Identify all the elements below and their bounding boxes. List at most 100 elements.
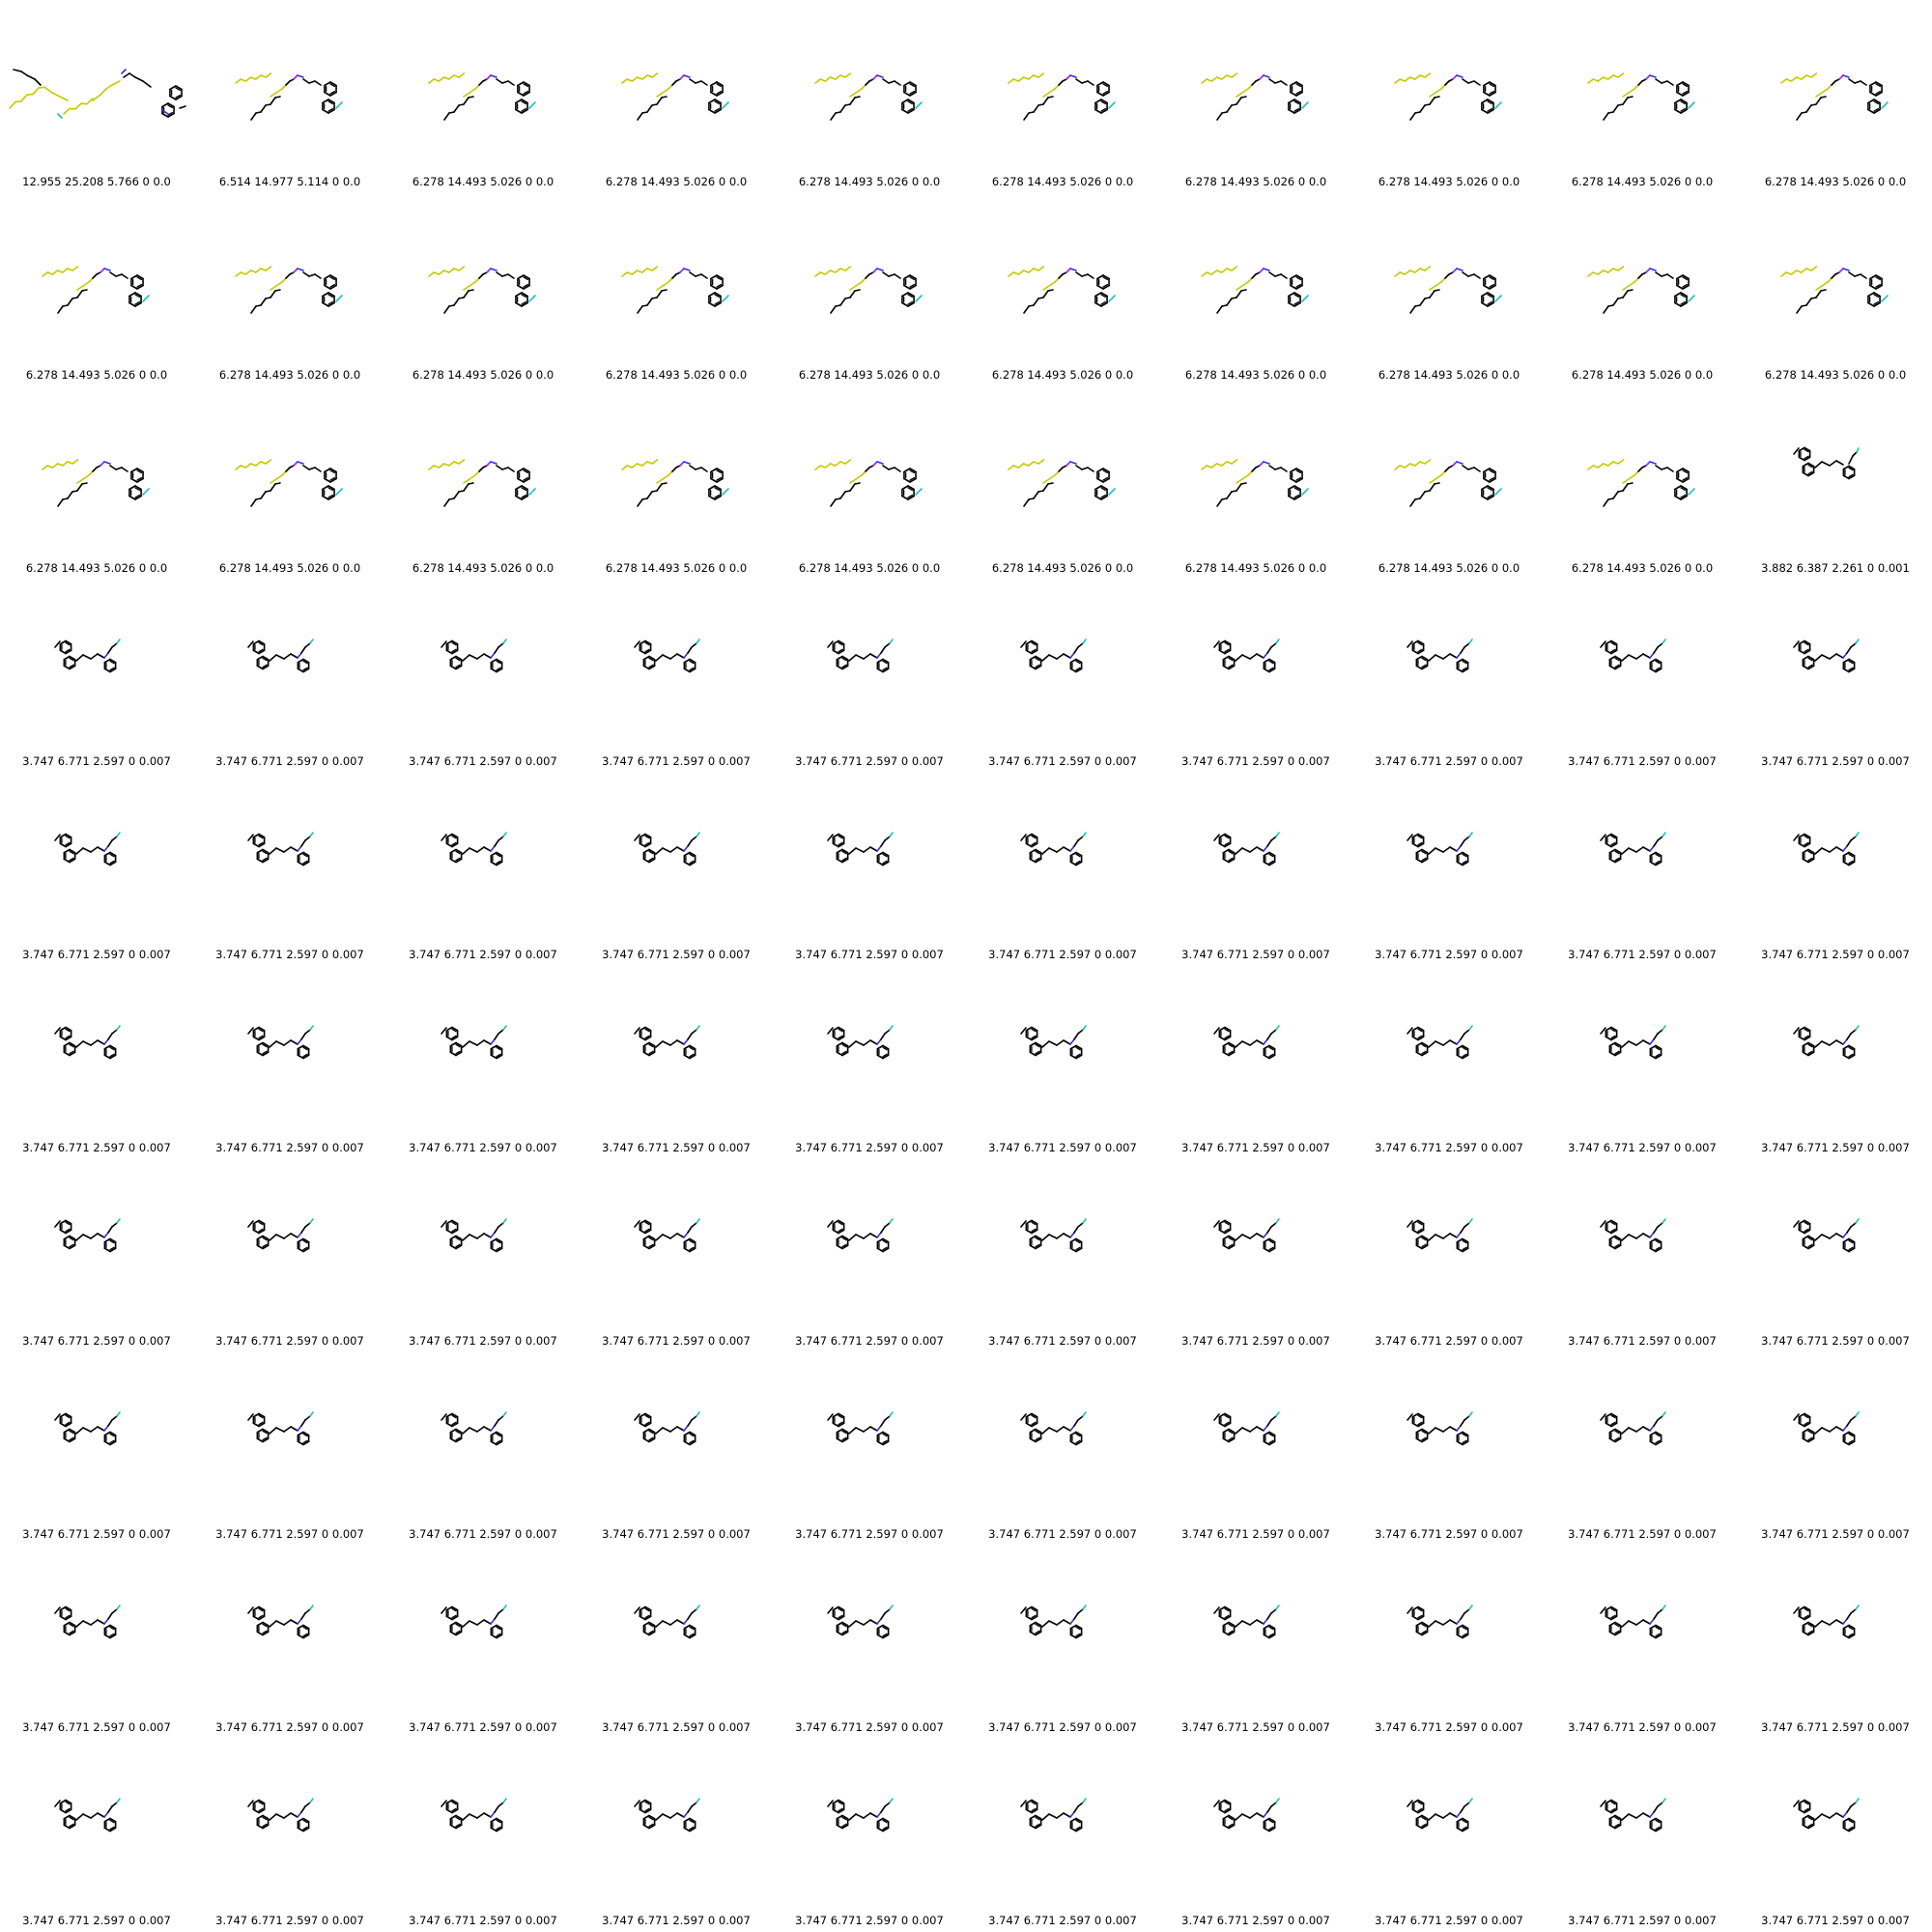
bond bbox=[1021, 1028, 1026, 1034]
bond bbox=[257, 1438, 263, 1441]
bond bbox=[1236, 484, 1241, 491]
bond bbox=[491, 846, 495, 851]
bond bbox=[850, 286, 856, 290]
bond bbox=[1461, 1420, 1464, 1426]
bond bbox=[895, 468, 900, 471]
bond bbox=[1271, 1609, 1276, 1613]
bond bbox=[889, 81, 895, 83]
bond bbox=[309, 468, 315, 469]
bond bbox=[1410, 464, 1415, 466]
bond bbox=[1593, 466, 1598, 468]
bond bbox=[850, 291, 855, 298]
bond bbox=[55, 1028, 60, 1034]
bond bbox=[1658, 643, 1662, 647]
bond bbox=[837, 1043, 842, 1046]
bond bbox=[1395, 272, 1400, 276]
bond bbox=[1219, 1414, 1225, 1417]
bond bbox=[1013, 466, 1018, 468]
bond bbox=[1821, 97, 1826, 98]
bond bbox=[828, 1028, 833, 1034]
molecule-cell-45: 3.747 6.771 2.597 0 0.007 bbox=[773, 773, 966, 966]
bond bbox=[1457, 75, 1463, 77]
bond bbox=[1675, 303, 1681, 307]
bond bbox=[1223, 1623, 1229, 1626]
bond bbox=[491, 1046, 497, 1049]
bond bbox=[1830, 847, 1836, 852]
bond bbox=[1219, 1616, 1225, 1619]
bond bbox=[639, 1230, 645, 1233]
bond bbox=[1628, 483, 1633, 484]
bond bbox=[503, 833, 506, 837]
bond bbox=[257, 1623, 263, 1626]
molecule-structure bbox=[773, 1739, 966, 1932]
bond bbox=[1264, 862, 1269, 865]
molecule-caption: 6.278 14.493 5.026 0 0.0 bbox=[1546, 561, 1739, 575]
bond bbox=[1302, 296, 1308, 301]
bond bbox=[680, 462, 684, 466]
bond bbox=[1223, 1043, 1229, 1046]
bond bbox=[64, 1043, 70, 1046]
bond bbox=[1076, 272, 1082, 276]
bond bbox=[1082, 274, 1088, 276]
bond bbox=[305, 1803, 310, 1806]
bond bbox=[112, 1803, 117, 1806]
bond bbox=[639, 1037, 645, 1039]
bond bbox=[1109, 296, 1115, 301]
bond bbox=[1070, 1812, 1074, 1817]
bond bbox=[1450, 1427, 1457, 1431]
bond bbox=[1267, 1420, 1271, 1426]
bond bbox=[1429, 1428, 1435, 1434]
bond bbox=[1281, 81, 1287, 85]
bond bbox=[1412, 1607, 1418, 1610]
bond bbox=[1629, 475, 1634, 479]
bond bbox=[1794, 641, 1799, 647]
bond bbox=[1634, 278, 1638, 282]
bond bbox=[463, 655, 469, 661]
molecule-cell-51: 3.747 6.771 2.597 0 0.007 bbox=[0, 966, 193, 1159]
bond bbox=[643, 1430, 649, 1433]
bond bbox=[301, 840, 305, 846]
bond bbox=[1264, 1248, 1269, 1251]
molecule-structure bbox=[386, 580, 580, 773]
bond bbox=[1435, 1235, 1443, 1238]
bond bbox=[684, 1248, 690, 1251]
bond bbox=[315, 274, 321, 278]
molecule-caption: 3.747 6.771 2.597 0 0.007 bbox=[580, 1914, 773, 1927]
bond bbox=[1849, 272, 1855, 276]
bond bbox=[498, 1223, 503, 1227]
bond bbox=[684, 653, 688, 658]
bond bbox=[298, 668, 303, 671]
bond bbox=[1276, 1799, 1279, 1803]
molecule-structure bbox=[1546, 773, 1739, 966]
bond bbox=[1443, 1040, 1450, 1045]
molecule-cell-52: 3.747 6.771 2.597 0 0.007 bbox=[193, 966, 386, 1159]
bond bbox=[1650, 269, 1656, 270]
bond bbox=[1618, 267, 1623, 270]
bond bbox=[1441, 278, 1445, 282]
bond bbox=[104, 1819, 110, 1822]
bond bbox=[688, 1034, 692, 1039]
molecule-structure bbox=[966, 773, 1159, 966]
bond bbox=[450, 1043, 456, 1046]
bond bbox=[1806, 269, 1811, 270]
bond bbox=[1405, 464, 1409, 468]
bond bbox=[1400, 466, 1405, 468]
bond bbox=[143, 81, 151, 87]
bond bbox=[1034, 105, 1038, 112]
bond bbox=[709, 110, 715, 114]
bond bbox=[1457, 660, 1463, 663]
bond bbox=[83, 282, 89, 286]
bond bbox=[890, 1799, 893, 1803]
bond bbox=[877, 1828, 883, 1831]
bond bbox=[1264, 269, 1269, 270]
bond bbox=[902, 293, 908, 297]
bond bbox=[270, 655, 276, 661]
bond bbox=[475, 278, 479, 282]
bond bbox=[828, 1607, 833, 1613]
bond bbox=[75, 103, 81, 109]
bond bbox=[1484, 479, 1490, 483]
bond bbox=[170, 97, 176, 100]
bond bbox=[1794, 1221, 1799, 1227]
bond bbox=[497, 79, 502, 83]
bond bbox=[657, 484, 662, 491]
